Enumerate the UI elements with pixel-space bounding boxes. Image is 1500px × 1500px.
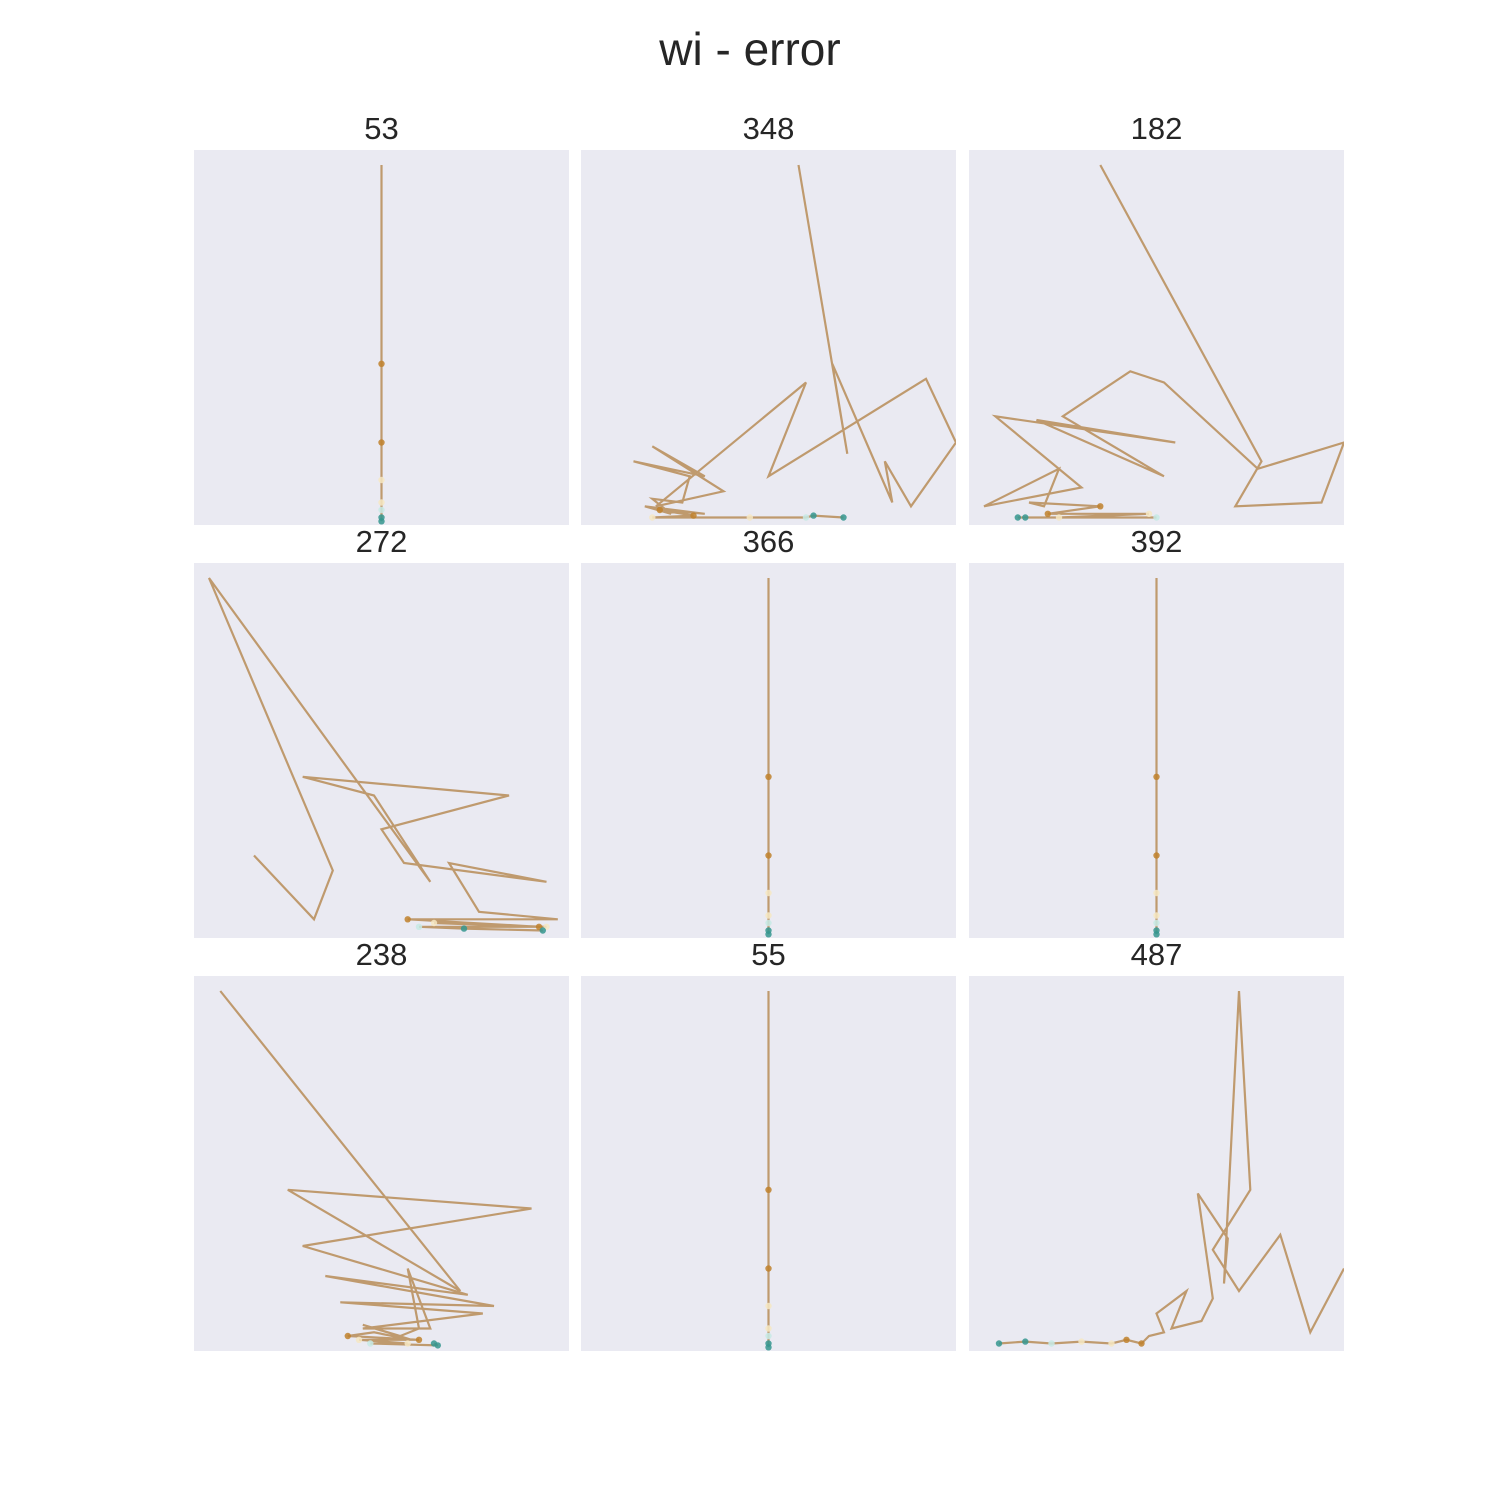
data-point	[840, 514, 847, 521]
plot-area	[969, 150, 1344, 525]
plot-area	[194, 150, 569, 525]
data-point	[1055, 514, 1063, 521]
plot-area	[194, 976, 569, 1351]
series-line	[219, 990, 532, 1347]
data-point	[765, 773, 772, 780]
data-point	[367, 1340, 374, 1347]
subplot-title: 272	[355, 524, 408, 559]
data-point	[378, 360, 385, 367]
plot-area	[969, 976, 1344, 1351]
data-point	[355, 1336, 363, 1343]
data-point	[802, 514, 810, 521]
data-point	[1153, 931, 1160, 938]
subplot: 487	[969, 937, 1344, 1351]
data-point	[1044, 510, 1051, 517]
data-point	[378, 506, 385, 514]
subplot: 55	[581, 937, 956, 1351]
subplot: 182	[969, 111, 1344, 525]
series-line	[633, 164, 956, 519]
data-point	[378, 518, 385, 525]
data-point	[765, 1265, 772, 1272]
subplot: 366	[581, 524, 956, 938]
plot-area	[969, 563, 1344, 938]
data-point	[539, 927, 546, 934]
subplot: 53	[194, 111, 569, 525]
figure-title: wi - error	[659, 23, 841, 75]
data-point	[1014, 514, 1021, 521]
data-point	[995, 1340, 1003, 1347]
data-point	[649, 514, 656, 521]
data-point	[1153, 514, 1160, 521]
subplot-title: 55	[751, 937, 786, 972]
series-line	[998, 990, 1344, 1345]
subplot: 238	[194, 937, 569, 1351]
plot-area	[581, 976, 956, 1351]
data-point	[344, 1332, 351, 1340]
data-point	[460, 925, 468, 932]
data-point	[765, 1332, 772, 1340]
data-point	[765, 852, 772, 859]
data-point	[765, 919, 772, 927]
data-point	[746, 514, 753, 521]
data-point	[415, 923, 423, 930]
data-point	[430, 1340, 438, 1347]
data-point	[810, 512, 817, 519]
subplot-title: 348	[742, 111, 795, 146]
data-point	[1123, 1336, 1130, 1343]
data-point	[378, 439, 385, 446]
subplot: 392	[969, 524, 1344, 938]
data-point	[765, 931, 772, 938]
data-point	[1153, 773, 1160, 780]
data-point	[378, 499, 385, 506]
series-line	[983, 164, 1344, 519]
series-line	[207, 577, 558, 932]
data-point	[1022, 514, 1029, 521]
subplot-title: 392	[1130, 524, 1183, 559]
plot-area	[194, 563, 569, 938]
data-point	[1022, 1338, 1029, 1345]
data-point	[765, 1302, 772, 1310]
data-point	[404, 1340, 411, 1347]
data-point	[430, 919, 438, 927]
data-point	[1145, 510, 1153, 517]
subplot-title: 182	[1130, 111, 1183, 146]
data-point	[1108, 1340, 1115, 1347]
subplot-title: 238	[355, 937, 408, 972]
data-point	[415, 1336, 423, 1343]
plot-area	[581, 150, 956, 525]
data-point	[656, 506, 663, 514]
data-point	[690, 512, 697, 519]
data-point	[378, 476, 385, 484]
data-point	[1153, 852, 1160, 859]
data-point	[1097, 503, 1104, 510]
data-point	[1048, 1340, 1055, 1347]
subplot-title: 487	[1130, 937, 1183, 972]
data-point	[1153, 919, 1160, 927]
data-point	[765, 889, 772, 897]
subplot: 272	[194, 524, 569, 938]
data-point	[765, 912, 772, 919]
data-point	[1138, 1340, 1145, 1347]
subplot: 348	[581, 111, 956, 525]
data-point	[765, 1325, 772, 1332]
plot-area	[581, 563, 956, 938]
data-point	[765, 1186, 772, 1193]
data-point	[765, 1344, 772, 1351]
data-point	[1153, 889, 1160, 897]
data-point	[1078, 1338, 1085, 1345]
data-point	[1153, 912, 1160, 919]
data-point	[404, 916, 411, 923]
subplot-title: 366	[742, 524, 795, 559]
subplot-title: 53	[364, 111, 399, 146]
